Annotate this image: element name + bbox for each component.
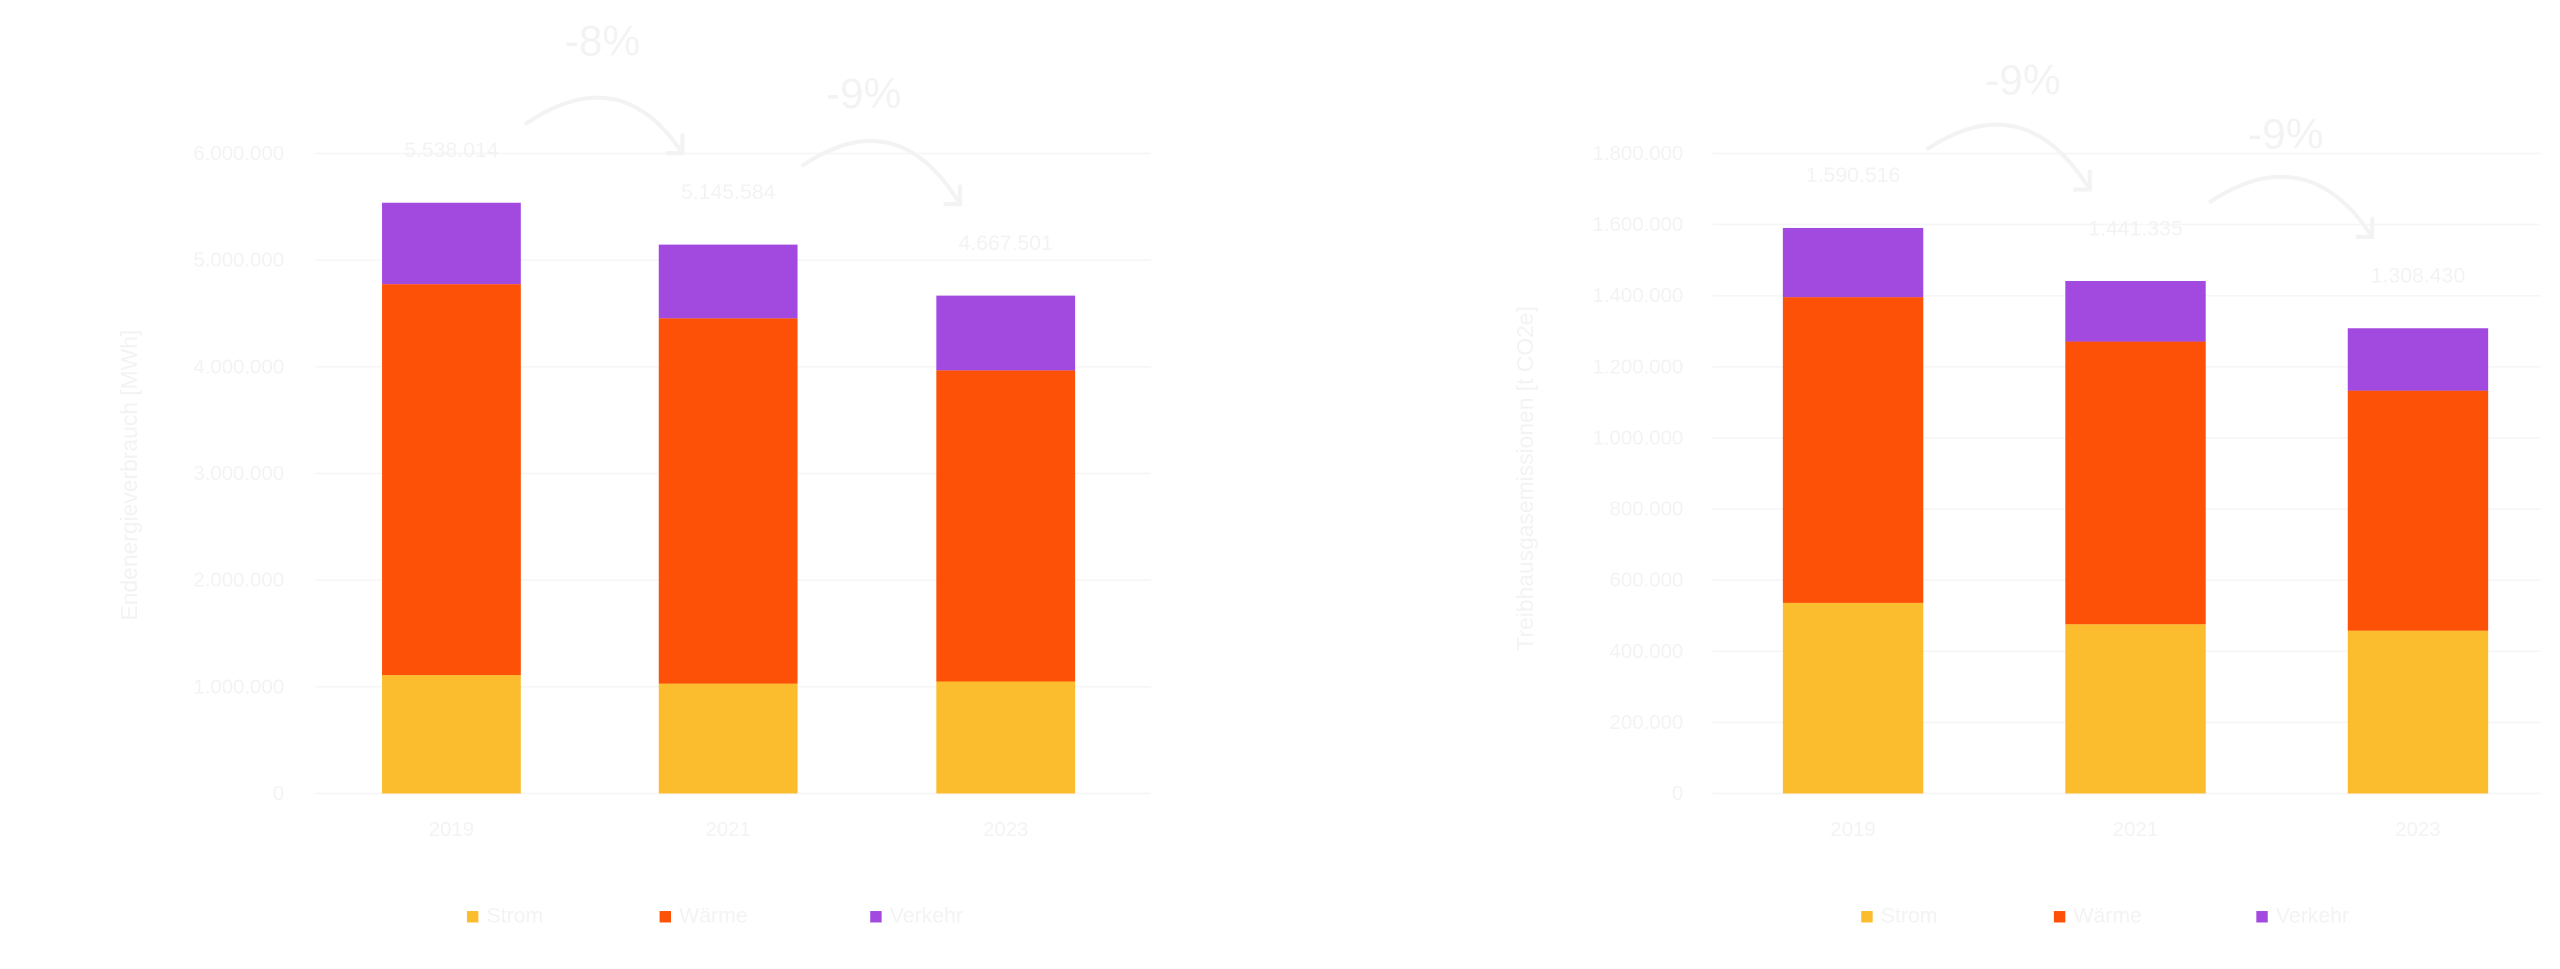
y-axis-title: Endenergieverbrauch [MWh] [116,330,142,621]
percent-change-label: -9% [826,70,901,117]
bar-segment-waerme-2021 [658,318,798,684]
bar-segment-waerme-2023 [2347,390,2489,631]
bar-segment-strom-2023 [936,681,1076,794]
emissions-chart: 0 200.000 400.000 600.000 800.000 1.000.000 1.… [1512,57,2541,927]
y-tick-label: 600.000 [1610,570,1684,592]
bar-total-label: 1.308.430 [2371,265,2465,288]
y-tick-label: 0 [1672,783,1683,805]
bar-total-label: 5.538.014 [404,139,499,162]
bar-segment-verkehr-2023 [936,295,1076,371]
legend-label: Verkehr [2276,904,2349,927]
x-tick-label: 2021 [2113,819,2158,841]
y-tick-label: 1.400.000 [1593,285,1684,307]
y-tick-label: 3.000.000 [193,463,284,485]
bar-segment-verkehr-2019 [1782,227,1924,298]
legend-label: Strom [487,904,544,927]
legend-label: Verkehr [890,904,963,927]
energy-consumption-chart: 0 1.000.000 2.000.000 3.000.000 4.000.000 5.0… [116,18,1152,927]
x-tick-label: 2019 [429,819,474,841]
bar-segment-verkehr-2021 [658,244,798,319]
bar-total-label: 5.145.584 [681,181,776,204]
y-tick-label: 6.000.000 [193,143,284,165]
y-tick-label: 2.000.000 [193,570,284,592]
bar-segment-strom-2019 [1782,602,1924,794]
legend-swatch [2256,911,2268,923]
change-arrow-icon [523,95,685,155]
y-tick-label: 5.000.000 [193,250,284,272]
y-tick-label: 800.000 [1610,499,1684,521]
bar-segment-strom-2021 [2065,624,2206,794]
y-tick-label: 400.000 [1610,641,1684,663]
y-tick-label: 4.000.000 [193,356,284,378]
y-tick-label: 0 [273,783,284,805]
bar-segment-verkehr-2023 [2347,328,2489,391]
legend-swatch [2053,911,2066,923]
x-tick-label: 2019 [1830,819,1875,841]
y-axis-title: Treibhausgasemissionen [t CO2e] [1512,306,1538,651]
bar-segment-strom-2021 [658,683,798,794]
bar-total-label: 4.667.501 [959,232,1053,255]
percent-change-label: -8% [565,18,640,65]
legend-label: Wärme [679,904,747,927]
bar-segment-waerme-2023 [936,370,1076,682]
legend-swatch [1861,911,1873,923]
bar-total-label: 1.590.516 [1806,164,1900,187]
percent-change-label: -9% [1985,57,2060,104]
legend-swatch [466,911,479,923]
x-tick-label: 2023 [2395,819,2440,841]
legend-swatch [659,911,672,923]
y-tick-label: 1.800.000 [1593,143,1684,165]
arrow-head-icon [2355,217,2375,239]
bar-segment-verkehr-2019 [382,202,521,285]
y-tick-label: 1.000.000 [193,676,284,698]
bar-segment-verkehr-2021 [2065,281,2206,342]
bar-segment-waerme-2021 [2065,341,2206,625]
y-tick-label: 1.000.000 [1593,427,1684,449]
change-arrow-icon [800,138,962,206]
y-tick-label: 1.200.000 [1593,356,1684,378]
y-tick-label: 1.600.000 [1593,214,1684,236]
bar-segment-strom-2023 [2347,630,2489,794]
arrow-head-icon [666,133,685,156]
bar-segment-waerme-2019 [382,284,521,676]
bar-segment-waerme-2019 [1782,297,1924,603]
legend-swatch [870,911,882,923]
arrow-head-icon [2073,169,2092,192]
y-tick-label: 200.000 [1610,712,1684,734]
legend-label: Strom [1881,904,1938,927]
arrow-head-icon [943,184,963,207]
x-tick-label: 2023 [983,819,1028,841]
change-arrow-icon [1925,122,2092,191]
bar-segment-strom-2019 [382,675,521,794]
bar-total-label: 1.441.335 [2088,217,2182,240]
percent-change-label: -9% [2248,111,2323,158]
change-arrow-icon [2207,174,2374,238]
x-tick-label: 2021 [705,819,750,841]
legend-label: Wärme [2073,904,2141,927]
